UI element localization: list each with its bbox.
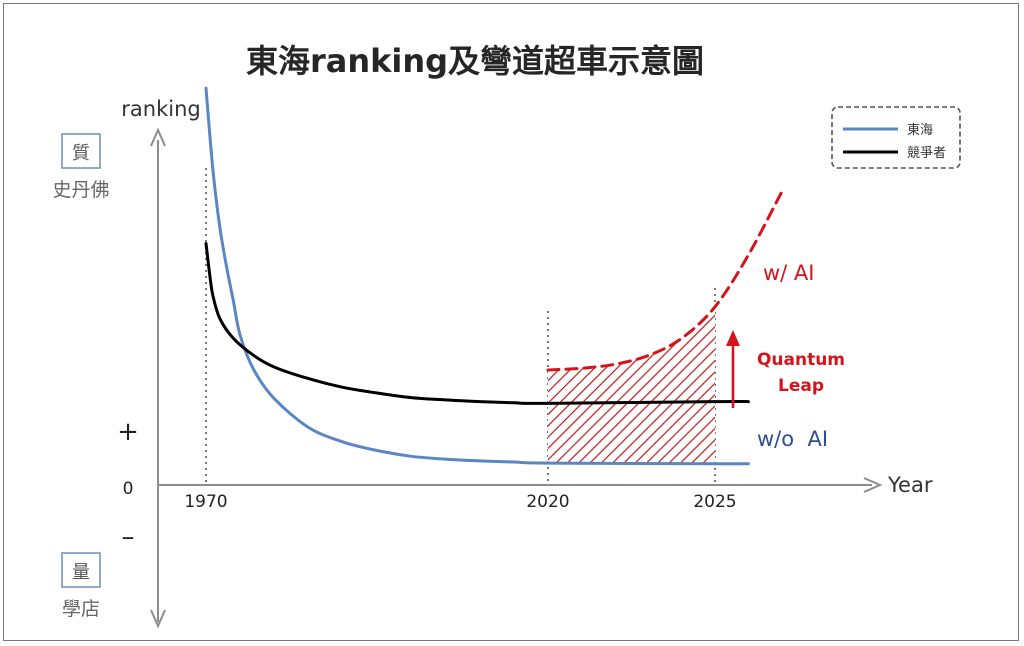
- top-note-stanford: 史丹佛: [52, 179, 109, 201]
- chart-frame: [3, 3, 1019, 641]
- series-layer: [204, 86, 784, 466]
- series-line-tunghai: [204, 86, 750, 466]
- with-ai-label: w/ AI: [763, 261, 815, 285]
- chart-title: 東海ranking及彎道超車示意圖: [246, 42, 704, 80]
- series-line-with-ai: [546, 190, 784, 372]
- quantity-box-label: 量: [72, 562, 90, 583]
- y-axis-label: ranking: [121, 97, 200, 121]
- legend-label-tunghai: 東海: [907, 122, 933, 138]
- x-axis-label: Year: [887, 473, 933, 497]
- y-tick-minus: –: [122, 522, 135, 552]
- hatched-gap-region: [548, 306, 715, 464]
- quality-box-label: 質: [72, 143, 90, 164]
- bottom-note-diploma-mill: 學店: [62, 598, 100, 620]
- x-tick-2020: 2020: [526, 492, 569, 512]
- quality-box: [61, 133, 101, 169]
- y-axis-arrow-top: [150, 127, 166, 147]
- y-tick-plus: +: [117, 417, 139, 447]
- legend-label-competitor: 競爭者: [907, 146, 946, 161]
- x-axis-arrow: [863, 477, 883, 493]
- y-tick-zero: 0: [123, 479, 134, 499]
- x-tick-2025: 2025: [693, 492, 736, 512]
- quantum-leap-label-line2: Leap: [778, 376, 824, 396]
- quantum-leap-arrow-head: [726, 330, 740, 346]
- quantity-box: [61, 552, 101, 588]
- without-ai-label: w/o AI: [757, 427, 828, 451]
- series-line-competitor: [204, 242, 750, 405]
- x-tick-1970: 1970: [184, 492, 227, 512]
- hatched-gap-fill: [548, 306, 715, 464]
- y-axis-arrow-bottom: [150, 609, 166, 629]
- quantum-leap-label-line1: Quantum: [757, 350, 845, 370]
